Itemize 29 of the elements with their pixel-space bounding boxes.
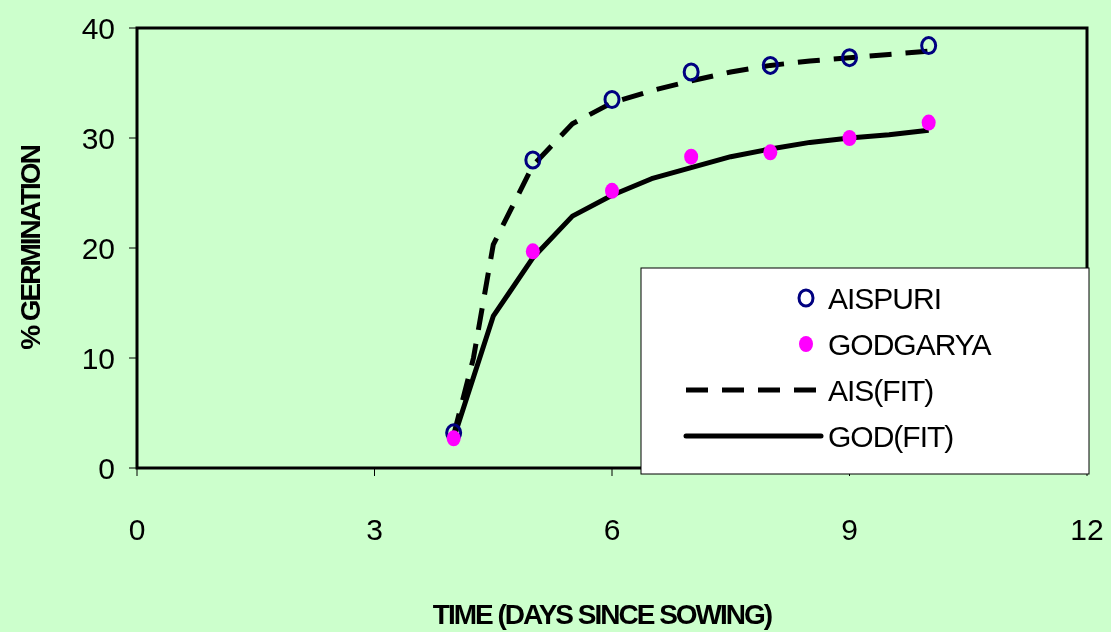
x-tick-label: 9 <box>841 513 858 546</box>
point <box>921 114 936 131</box>
y-tick-label: 20 <box>81 232 115 265</box>
point <box>841 48 858 68</box>
y-tick-label: 30 <box>81 122 115 155</box>
x-tick-label: 12 <box>1070 513 1104 546</box>
point <box>525 243 540 260</box>
point <box>682 62 700 82</box>
x-tick-label: 3 <box>366 513 383 546</box>
point <box>842 130 857 146</box>
legend-label: AIS(FIT) <box>828 374 934 407</box>
point <box>605 182 619 199</box>
y-tick-label: 10 <box>81 342 115 375</box>
legend-label: GODGARYA <box>828 328 992 361</box>
legend-label: GOD(FIT) <box>828 420 954 453</box>
point <box>920 36 938 56</box>
y-tick-label: 0 <box>98 452 115 485</box>
point <box>446 430 461 447</box>
point <box>763 144 778 161</box>
x-tick-label: 0 <box>128 513 146 546</box>
legend-label: AISPURI <box>828 282 942 315</box>
point <box>684 148 699 165</box>
point <box>761 55 779 75</box>
y-tick-label: 40 <box>81 12 115 45</box>
point <box>524 150 542 170</box>
x-axis-title: TIME (DAYS SINCE SOWING) <box>432 599 772 630</box>
point <box>603 90 621 109</box>
x-tick-label: 6 <box>603 513 621 546</box>
y-axis-title: % GERMINATION <box>15 145 46 350</box>
